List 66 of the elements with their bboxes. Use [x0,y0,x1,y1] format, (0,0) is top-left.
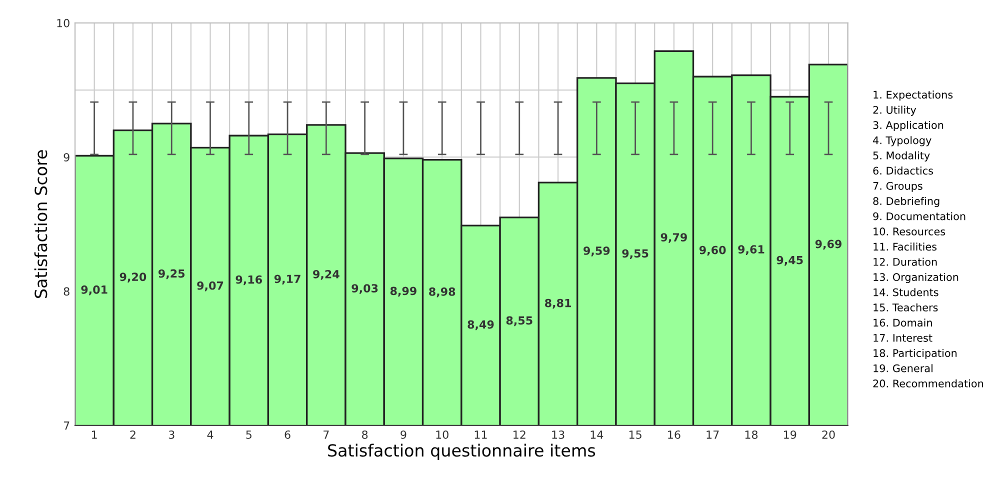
text: 8. Debriefing [873,196,940,208]
data-label: 8,49 [468,320,494,330]
x-tick-label: 15 [629,430,642,439]
y-tick-label: 9 [64,153,70,162]
data-label: 9,17 [274,274,300,284]
x-tick-label: 17 [706,430,719,439]
x-tick-label: 10 [436,430,448,439]
text: 5. Modality [873,151,930,162]
data-label: 9,24 [313,270,340,280]
text: 4. Typology [873,136,932,146]
text: 12. Duration [874,258,937,266]
x-axis-title: Satisfaction questionnaire items [328,444,596,460]
x-tick-label: 14 [590,430,604,439]
text: 10. Resources [874,228,946,236]
x-tick-label: 16 [668,430,680,439]
y-tick-label: 8 [64,287,70,296]
data-label: 8,81 [544,298,571,309]
x-tick-label: 12 [514,430,526,439]
x-tick-label: 2 [130,430,136,439]
text: 19. General [874,364,932,372]
text: 1. Expectations [874,90,953,101]
text: 14. Students [874,288,938,296]
x-tick-label: 20 [822,430,835,439]
data-label: 9,79 [660,233,687,243]
data-label: 9,45 [776,256,803,266]
data-label: 9,20 [120,272,146,282]
x-tick-label: 3 [168,430,174,439]
text: 2. Utility [873,106,916,116]
x-tick-label: 18 [745,430,758,439]
data-label: 9,55 [622,249,648,260]
x-tick-label: 8 [362,430,368,439]
data-label: 9,01 [81,285,108,296]
text: 20. Recommendation [873,379,984,388]
x-tick-label: 13 [552,430,564,439]
x-tick-label: 5 [246,430,252,439]
text: 6. Didactics [873,166,934,175]
data-label: 9,25 [158,269,185,280]
data-label: 9,60 [699,246,726,256]
text: 13. Organization [874,272,958,284]
x-tick-label: 19 [784,430,796,439]
x-tick-label: 7 [324,430,329,439]
text: 9. Documentation [873,212,966,220]
data-label: 9,59 [584,246,610,256]
x-tick-label: 6 [284,430,290,439]
text: 7. Groups [873,182,922,192]
data-label: 9,03 [352,284,378,294]
data-label: 9,07 [197,281,224,292]
text: 3. Application [873,120,944,132]
text: 16. Domain [874,318,932,327]
data-label: 9,69 [815,240,842,250]
data-label: 8,55 [506,316,532,326]
x-tick-label: 1 [92,430,97,439]
data-label: 8,98 [429,287,456,298]
x-tick-label: 4 [207,430,214,439]
text: 11. Facilities [874,242,937,251]
text: 18. Participation [874,348,957,360]
y-axis-title: Satisfaction Score [34,150,48,298]
data-label: 8,99 [390,286,416,297]
text: 17. Interest [874,334,932,342]
y-tick-label: 7 [64,422,70,430]
data-label: 9,16 [236,275,262,286]
data-label: 9,61 [738,245,764,255]
text: 15. Teachers [874,303,938,312]
y-tick-label: 10 [57,18,70,28]
x-tick-label: 9 [400,430,406,439]
x-tick-label: 11 [474,430,487,439]
